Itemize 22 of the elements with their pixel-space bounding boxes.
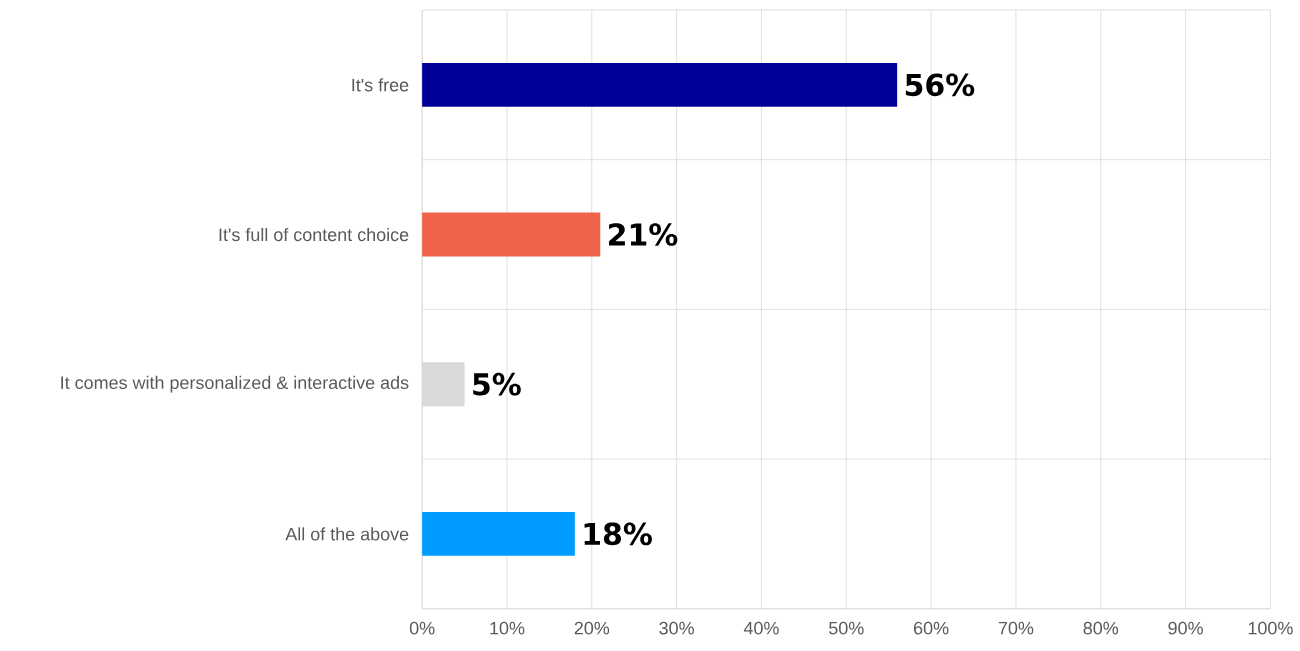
y-tick-label: It comes with personalized & interactive ads [61,376,409,393]
y-tick-label: It's full of content choice [219,228,409,242]
x-tick-label: 0% [409,621,435,635]
x-tick-label: 100% [1248,621,1293,635]
y-tick-label: It's free [352,78,409,92]
x-tick-label: 40% [743,621,779,635]
data-label: 5% [473,373,521,396]
x-tick-label: 60% [914,621,949,635]
bar [422,212,601,257]
y-tick-label: All of the above [285,527,409,541]
x-tick-label: 50% [829,621,864,635]
x-tick-label: 10% [490,621,525,635]
data-label: 21% [609,223,678,247]
bar [422,512,575,557]
x-tick-label: 20% [574,621,610,635]
x-tick-label: 80% [1083,621,1119,635]
x-tick-label: 30% [659,621,694,635]
data-label: 56% [905,73,975,97]
bar [422,63,898,107]
data-label: 18% [584,522,652,546]
x-tick-label: 90% [1168,621,1203,635]
x-tick-label: 70% [998,621,1034,635]
